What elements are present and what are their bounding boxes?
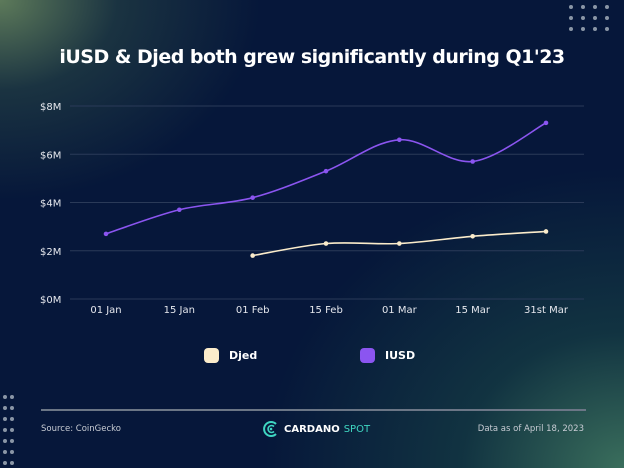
legend-item-iusd: IUSD: [360, 348, 415, 363]
data-point-djed: [323, 241, 329, 246]
decorative-dots-left: [3, 395, 14, 465]
data-point-iusd: [543, 120, 549, 126]
data-point-djed: [543, 229, 549, 234]
x-tick-label: 15 Jan: [164, 305, 195, 316]
data-point-iusd: [250, 195, 255, 200]
y-tick-label: $4M: [40, 199, 61, 210]
legend-item-djed: Djed: [204, 348, 257, 363]
y-tick-label: $8M: [40, 102, 61, 113]
legend-swatch-iusd: [360, 348, 375, 363]
cardano-spot-logo: CARDANO SPOT: [262, 420, 370, 438]
footer-divider: [41, 409, 586, 411]
x-tick-label: 31st Mar: [524, 305, 569, 316]
data-point-iusd: [470, 159, 475, 164]
decorative-dots-top: [569, 5, 609, 31]
brand-cardano: CARDANO: [284, 423, 340, 435]
data-date-text: Data as of April 18, 2023: [477, 424, 584, 434]
data-point-djed: [250, 253, 255, 258]
series-line-iusd: [105, 122, 547, 235]
data-point-iusd: [397, 137, 402, 143]
legend-swatch-djed: [204, 348, 219, 363]
y-tick-label: $0M: [40, 295, 61, 306]
y-tick-label: $2M: [40, 247, 61, 258]
x-tick-label: 01 Mar: [382, 305, 418, 316]
x-tick-label: 01 Jan: [90, 305, 121, 316]
legend-label-djed: Djed: [229, 349, 258, 362]
x-tick-label: 01 Feb: [236, 305, 270, 316]
data-point-iusd: [177, 207, 182, 213]
x-tick-label: 15 Mar: [455, 305, 491, 316]
data-point-djed: [470, 233, 475, 239]
source-text: Source: CoinGecko: [41, 424, 121, 434]
cardano-spot-logo-icon: [263, 421, 277, 437]
legend-label-iusd: IUSD: [385, 349, 416, 362]
data-point-iusd: [103, 231, 109, 237]
data-point-djed: [397, 241, 402, 246]
y-tick-label: $6M: [40, 150, 61, 161]
x-tick-label: 15 Feb: [309, 305, 343, 316]
brand-spot: SPOT: [343, 423, 371, 435]
data-point-iusd: [323, 168, 329, 174]
chart-title: iUSD & Djed both grew significantly duri…: [59, 46, 565, 68]
